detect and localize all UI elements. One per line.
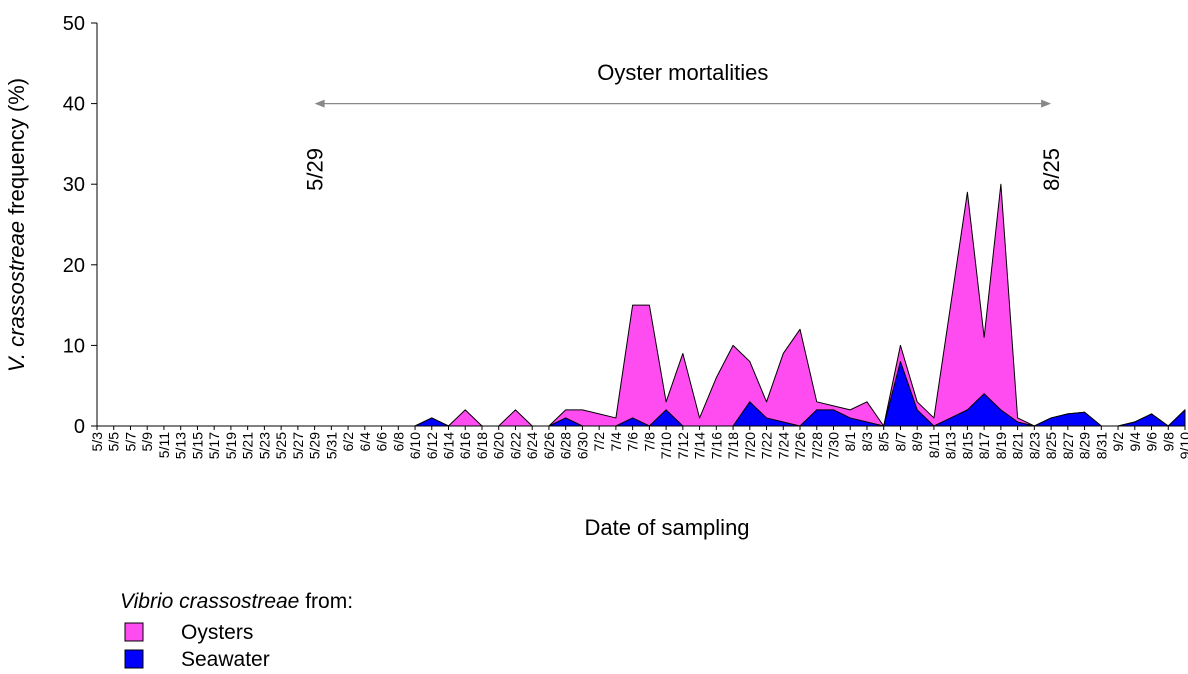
x-tick-label: 6/26 [541, 432, 557, 459]
legend-swatch [124, 649, 144, 669]
y-tick-label: 40 [63, 94, 85, 116]
x-tick-label: 7/20 [742, 432, 758, 459]
x-axis-title: Date of sampling [584, 515, 749, 540]
legend-title: Vibrio crassostreae from: [120, 590, 353, 613]
x-tick-label: 7/4 [608, 432, 624, 452]
legend-label: Seawater [181, 648, 270, 671]
x-tick-label: 7/26 [792, 432, 808, 459]
x-tick-label: 6/10 [407, 432, 423, 459]
x-tick-label: 5/3 [89, 432, 105, 452]
x-tick-label: 9/2 [1110, 432, 1126, 452]
arrow-head [314, 99, 325, 108]
x-tick-label: 5/29 [307, 432, 323, 459]
x-tick-label: 6/16 [457, 432, 473, 459]
x-tick-label: 7/22 [759, 432, 775, 459]
x-tick-label: 5/31 [323, 432, 339, 459]
x-tick-label: 5/25 [273, 432, 289, 459]
x-tick-label: 7/16 [708, 432, 724, 459]
x-tick-label: 7/18 [725, 432, 741, 459]
x-tick-label: 5/5 [106, 432, 122, 452]
x-tick-label: 6/2 [340, 432, 356, 452]
x-tick-label: 6/22 [507, 432, 523, 459]
x-tick-label: 8/21 [1010, 432, 1026, 459]
x-tick-label: 8/3 [859, 432, 875, 452]
legend-swatch [124, 622, 144, 642]
x-tick-label: 7/12 [675, 432, 691, 459]
y-tick-label: 50 [63, 13, 85, 35]
x-tick-label: 6/20 [491, 432, 507, 459]
x-tick-label: 7/6 [625, 432, 641, 452]
x-tick-label: 5/13 [173, 432, 189, 459]
legend-title-text: from: [299, 590, 353, 613]
x-tick-label: 6/30 [574, 432, 590, 459]
x-tick-label: 9/4 [1127, 432, 1143, 452]
x-tick-label: 5/23 [256, 432, 272, 459]
legend-label: Oysters [181, 621, 253, 644]
x-tick-label: 8/25 [1043, 432, 1059, 459]
x-tick-label: 5/27 [290, 432, 306, 459]
x-tick-label: 5/21 [240, 432, 256, 459]
x-tick-label: 9/8 [1160, 432, 1176, 452]
x-tick-label: 6/4 [357, 432, 373, 452]
x-tick-label: 6/28 [558, 432, 574, 459]
x-tick-label: 6/14 [441, 432, 457, 459]
legend-title-italic: Vibrio crassostreae [120, 590, 299, 613]
y-axis-title-italic: V. crassostreae [4, 221, 29, 372]
area [96, 183, 1186, 427]
annotation-label: Oyster mortalities [597, 60, 768, 85]
x-tick-label: 6/18 [474, 432, 490, 459]
x-tick-label: 6/8 [390, 432, 406, 452]
x-tick-label: 8/9 [909, 432, 925, 452]
x-tick-label: 7/28 [809, 432, 825, 459]
x-tick-label: 8/7 [892, 432, 908, 452]
arrow-head [1041, 99, 1052, 108]
x-tick-label: 6/6 [374, 432, 390, 452]
x-tick-label: 5/17 [206, 432, 222, 459]
x-tick-label: 8/23 [1026, 432, 1042, 459]
x-tick-label: 8/17 [976, 432, 992, 459]
x-tick-label: 9/6 [1144, 432, 1160, 452]
x-tick-label: 8/31 [1093, 432, 1109, 459]
x-tick-label: 5/15 [189, 432, 205, 459]
x-tick-label: 5/9 [139, 432, 155, 452]
y-tick-label: 0 [74, 416, 85, 438]
x-tick-label: 7/2 [591, 432, 607, 452]
x-tick-label: 7/14 [692, 432, 708, 459]
x-tick-label: 8/5 [876, 432, 892, 452]
y-tick-label: 20 [63, 255, 85, 277]
y-tick-label: 10 [63, 335, 85, 357]
y-axis-title-text: frequency (%) [4, 78, 29, 221]
x-tick-label: 9/10 [1177, 432, 1188, 459]
x-tick-label: 6/24 [524, 432, 540, 459]
x-tick-label: 8/29 [1077, 432, 1093, 459]
x-tick-label: 8/1 [842, 432, 858, 452]
y-tick-label: 30 [63, 174, 85, 196]
x-tick-label: 5/11 [156, 432, 172, 458]
x-tick-label: 7/30 [825, 432, 841, 459]
x-tick-label: 8/19 [993, 432, 1009, 459]
x-tick-label: 7/24 [775, 432, 791, 459]
x-tick-label: 8/15 [959, 432, 975, 459]
annotation-date: 5/29 [303, 148, 328, 191]
x-tick-label: 8/11 [926, 432, 942, 458]
x-tick-label: 8/27 [1060, 432, 1076, 459]
x-tick-label: 5/7 [122, 432, 138, 452]
x-tick-label: 5/19 [223, 432, 239, 459]
y-axis-title: V. crassostreae frequency (%) [4, 78, 29, 372]
annotation-date: 8/25 [1039, 148, 1064, 191]
x-tick-label: 7/10 [658, 432, 674, 459]
x-tick-label: 6/12 [424, 432, 440, 459]
x-tick-label: 7/8 [641, 432, 657, 452]
x-tick-label: 8/13 [943, 432, 959, 459]
